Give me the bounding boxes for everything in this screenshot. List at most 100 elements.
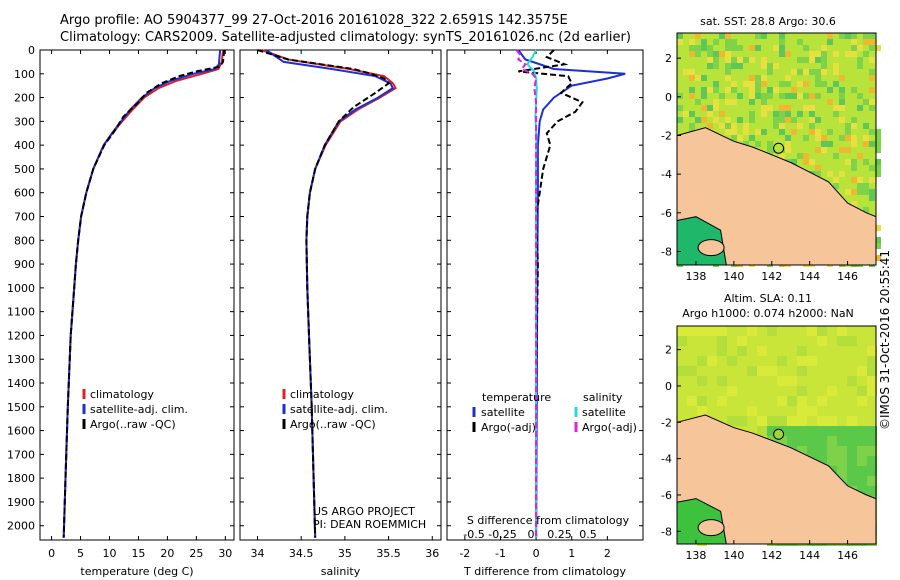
- map-cell: [785, 51, 791, 57]
- map-y-tick-label: -4: [661, 168, 672, 181]
- x-tick-label-temperature: 10: [102, 547, 116, 560]
- map-cell: [777, 416, 787, 426]
- map-cell: [787, 416, 797, 426]
- map-cell: [867, 466, 877, 476]
- map-cell: [767, 63, 773, 69]
- map-cell: [857, 45, 863, 51]
- map-cell: [779, 153, 785, 159]
- depth-tick-label: 1100: [7, 306, 35, 319]
- map-cell: [731, 45, 737, 51]
- title-line-2: Climatology: CARS2009. Satellite-adjuste…: [60, 30, 631, 45]
- map-cell: [847, 336, 857, 346]
- map-cell: [869, 75, 875, 81]
- map-cell: [833, 177, 839, 183]
- map-cell: [749, 135, 755, 141]
- map-cell: [807, 426, 817, 436]
- map-cell: [713, 63, 719, 69]
- depth-tick-label: 800: [14, 234, 35, 247]
- map-cell: [725, 117, 731, 123]
- map-cell: [701, 75, 707, 81]
- map-cell: [857, 177, 863, 183]
- map-cell: [785, 147, 791, 153]
- map-cell: [767, 326, 777, 336]
- map-cell: [867, 446, 877, 456]
- map-cell: [867, 476, 877, 486]
- map-cell: [749, 57, 755, 63]
- map-cell: [767, 416, 777, 426]
- map-cell: [867, 486, 877, 496]
- map-cell: [863, 159, 869, 165]
- map-cell: [687, 326, 697, 336]
- depth-tick-label: 0: [28, 44, 35, 57]
- map-cell: [869, 33, 875, 39]
- map-cell: [779, 111, 785, 117]
- map-cell: [797, 93, 803, 99]
- map-cell: [695, 45, 701, 51]
- map-cell: [755, 33, 761, 39]
- map-cell: [689, 123, 695, 129]
- map-cell: [725, 123, 731, 129]
- map-cell: [731, 81, 737, 87]
- map-cell: [863, 183, 869, 189]
- map-cell: [833, 69, 839, 75]
- legend-label-temperature: satellite-adj. clim.: [90, 403, 188, 416]
- map-cell: [863, 135, 869, 141]
- map-cell: [791, 69, 797, 75]
- map-cell: [875, 255, 881, 261]
- map-cell: [837, 426, 847, 436]
- map-cell: [857, 57, 863, 63]
- map-cell: [867, 346, 877, 356]
- map-cell: [839, 105, 845, 111]
- map-cell: [785, 111, 791, 117]
- map-cell: [809, 51, 815, 57]
- map-cell: [725, 69, 731, 75]
- map-cell: [755, 81, 761, 87]
- plot-frame-temperature: [39, 49, 235, 541]
- map-cell: [809, 69, 815, 75]
- map-cell: [863, 189, 869, 195]
- map-cell: [677, 93, 683, 99]
- map-cell: [677, 117, 683, 123]
- map-cell: [779, 123, 785, 129]
- map-cell: [857, 153, 863, 159]
- map-cell: [773, 123, 779, 129]
- map-x-tick-label: 142: [761, 270, 782, 283]
- map-cell: [697, 376, 707, 386]
- map-cell: [845, 189, 851, 195]
- legend-label-temperature: climatology: [90, 388, 154, 401]
- legend-title-temperature: temperature: [482, 391, 551, 404]
- map-cell: [869, 189, 875, 195]
- depth-tick-label: 1200: [7, 329, 35, 342]
- map-x-tick-label: 140: [723, 549, 744, 562]
- map-cell: [725, 57, 731, 63]
- map-y-tick-label: -2: [661, 129, 672, 142]
- map-cell: [689, 39, 695, 45]
- map-cell: [863, 99, 869, 105]
- map-cell: [827, 456, 837, 466]
- map-cell: [837, 446, 847, 456]
- map-cell: [845, 33, 851, 39]
- pi-annotation: PI: DEAN ROEMMICH: [313, 518, 426, 531]
- map-cell: [875, 129, 881, 135]
- map-cell: [817, 336, 827, 346]
- map-cell: [851, 141, 857, 147]
- map-cell: [815, 51, 821, 57]
- map-cell: [713, 51, 719, 57]
- map-cell: [821, 81, 827, 87]
- legend-label-temperature: satellite: [481, 406, 525, 419]
- map-cell: [707, 123, 713, 129]
- map-cell: [687, 366, 697, 376]
- plot-frame-salinity: [239, 49, 442, 541]
- map-cell: [737, 57, 743, 63]
- map-cell: [821, 57, 827, 63]
- map-cell: [847, 466, 857, 476]
- map-cell: [757, 416, 767, 426]
- map-cell: [701, 87, 707, 93]
- map-cell: [731, 57, 737, 63]
- map-cell: [869, 69, 875, 75]
- map-cell: [677, 326, 687, 336]
- map-sst-map: [676, 32, 881, 267]
- map-cell: [791, 159, 797, 165]
- map-cell: [869, 129, 875, 135]
- map-y-tick-label: 2: [665, 52, 672, 65]
